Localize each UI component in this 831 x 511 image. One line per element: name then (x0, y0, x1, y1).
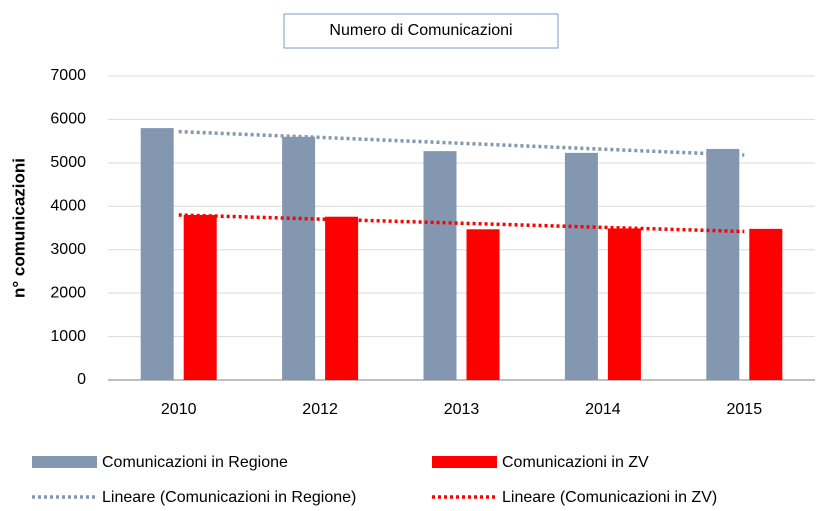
bar (325, 216, 359, 380)
y-tick-label: 7000 (50, 67, 86, 84)
y-tick-label: 1000 (50, 328, 86, 345)
bar (607, 228, 641, 380)
y-axis-label: n° comunicazioni (9, 158, 28, 298)
legend-label: Comunicazioni in ZV (502, 454, 649, 471)
legend-swatch (32, 456, 97, 468)
bar (282, 136, 316, 380)
bar (564, 152, 598, 380)
bar (749, 228, 783, 380)
legend-label: Lineare (Comunicazioni in ZV) (502, 489, 717, 506)
legend-label: Comunicazioni in Regione (102, 454, 288, 471)
y-tick-label: 0 (77, 371, 86, 388)
bar (423, 151, 457, 380)
x-tick-label: 2012 (302, 401, 338, 418)
y-tick-label: 3000 (50, 241, 86, 258)
x-tick-label: 2015 (727, 401, 763, 418)
y-tick-label: 4000 (50, 198, 86, 215)
bar (183, 214, 217, 380)
legend-swatch (432, 456, 497, 468)
y-tick-label: 2000 (50, 284, 86, 301)
title-box (283, 13, 559, 49)
bar (466, 229, 500, 380)
chart-title: Numero di Comunicazioni (329, 22, 512, 39)
x-tick-label: 2014 (585, 401, 621, 418)
y-tick-label: 5000 (50, 154, 86, 171)
trend-line (178, 213, 745, 234)
bar (706, 148, 740, 380)
bar (140, 128, 174, 380)
x-tick-label: 2010 (161, 401, 197, 418)
legend-label: Lineare (Comunicazioni in Regione) (102, 489, 356, 506)
y-tick-label: 6000 (50, 111, 86, 128)
trend-line (178, 129, 745, 157)
x-tick-label: 2013 (444, 401, 480, 418)
